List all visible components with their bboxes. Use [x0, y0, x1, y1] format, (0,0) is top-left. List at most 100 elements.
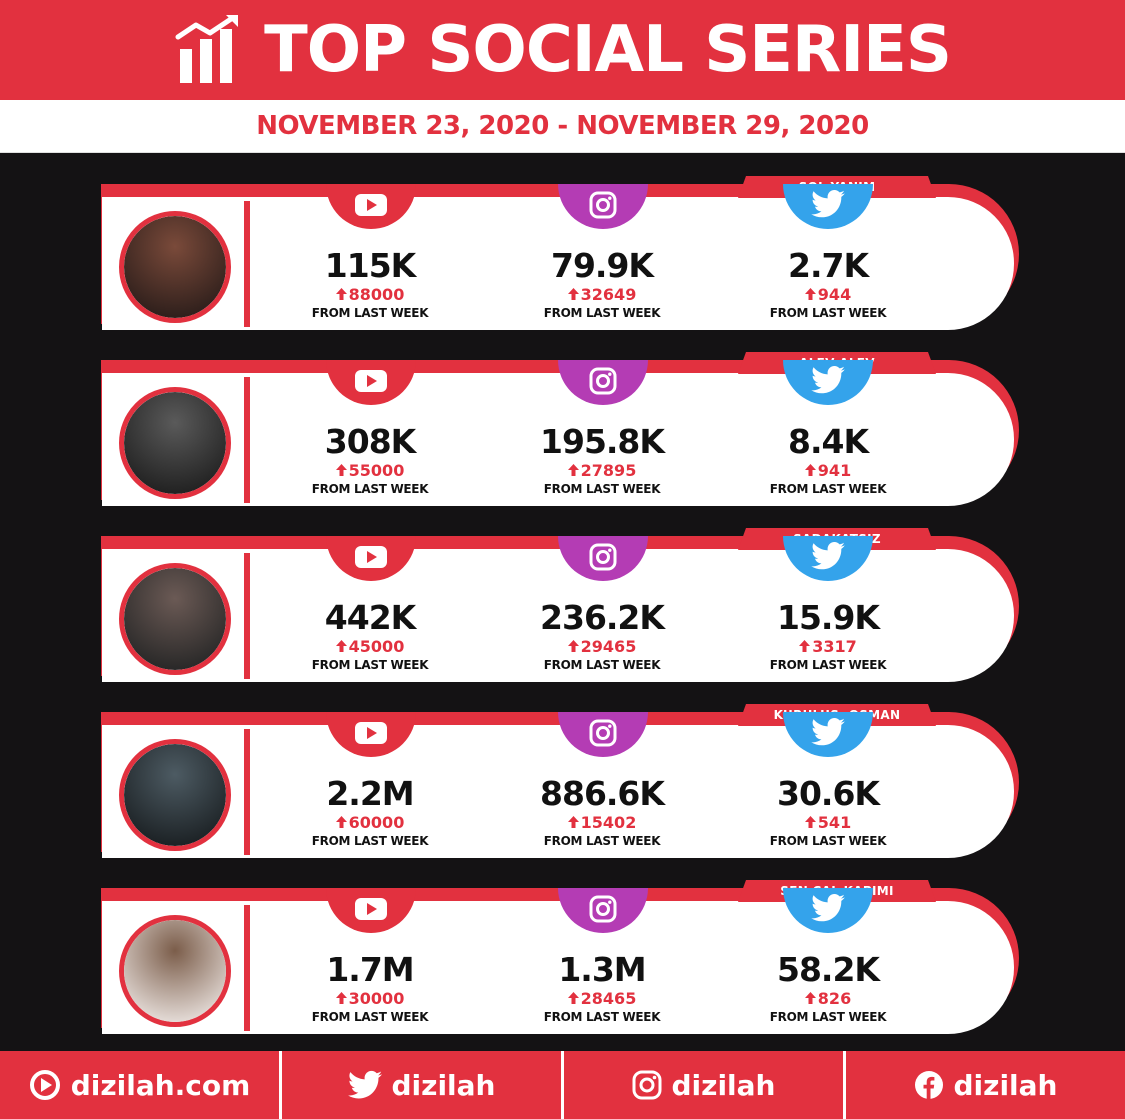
arrow-up-icon: [567, 989, 579, 1009]
instagram-change-value: 29465: [580, 637, 637, 656]
instagram-icon: [588, 888, 618, 928]
footer-facebook-label: dizilah: [953, 1068, 1058, 1102]
youtube-change: 55000: [250, 461, 490, 481]
youtube-change: 30000: [250, 989, 490, 1009]
twitter-stat: 15.9K 3317 FROM LAST WEEK: [708, 599, 948, 673]
footer-website-link[interactable]: dizilah.com: [0, 1051, 282, 1119]
instagram-total: 195.8K: [540, 422, 665, 461]
youtube-stat: 308K 55000 FROM LAST WEEK: [250, 423, 490, 497]
twitter-change: 3317: [708, 637, 948, 657]
row-divider: [244, 729, 250, 855]
series-poster-avatar: [119, 387, 231, 499]
instagram-change-note: FROM LAST WEEK: [543, 1010, 661, 1024]
arrow-up-icon: [804, 989, 816, 1009]
instagram-icon: [588, 184, 618, 224]
youtube-change-value: 30000: [348, 989, 405, 1008]
instagram-change: 32649: [482, 285, 722, 305]
row-card: [102, 901, 1014, 1034]
youtube-stat: 442K 45000 FROM LAST WEEK: [250, 599, 490, 673]
row-card: [102, 197, 1014, 330]
bar-chart-growth-icon: [175, 15, 239, 83]
row-divider: [244, 905, 250, 1031]
instagram-total: 79.9K: [551, 246, 654, 285]
youtube-total: 1.7M: [326, 950, 414, 989]
instagram-icon: [632, 1070, 662, 1100]
twitter-change: 944: [708, 285, 948, 305]
instagram-total: 1.3M: [558, 950, 646, 989]
footer-twitter-label: dizilah: [391, 1068, 496, 1102]
footer-twitter-link[interactable]: dizilah: [282, 1051, 564, 1119]
twitter-change-note: FROM LAST WEEK: [769, 306, 887, 320]
youtube-stat: 2.2M 60000 FROM LAST WEEK: [250, 775, 490, 849]
dizilah-logo-icon: [29, 1070, 60, 1100]
footer-instagram-label: dizilah: [671, 1068, 776, 1102]
twitter-stat: 58.2K 826 FROM LAST WEEK: [708, 951, 948, 1025]
twitter-change-value: 941: [817, 461, 852, 480]
twitter-total: 15.9K: [777, 598, 880, 637]
series-row: ALEV ALEV308K55000FROM LAST WEEK195.8K27…: [0, 338, 1125, 514]
twitter-icon: [811, 360, 845, 398]
twitter-total: 58.2K: [777, 950, 880, 989]
twitter-change: 541: [708, 813, 948, 833]
row-divider: [244, 201, 250, 327]
youtube-change-value: 88000: [348, 285, 405, 304]
twitter-change-value: 944: [817, 285, 852, 304]
arrow-up-icon: [804, 813, 816, 833]
arrow-up-icon: [567, 461, 579, 481]
youtube-stat: 1.7M 30000 FROM LAST WEEK: [250, 951, 490, 1025]
instagram-change-note: FROM LAST WEEK: [543, 306, 661, 320]
youtube-total: 442K: [324, 598, 416, 637]
youtube-total: 308K: [324, 422, 416, 461]
footer-facebook-link[interactable]: dizilah: [846, 1051, 1125, 1119]
row-divider: [244, 377, 250, 503]
instagram-change: 27895: [482, 461, 722, 481]
youtube-change-value: 45000: [348, 637, 405, 656]
twitter-change-note: FROM LAST WEEK: [769, 1010, 887, 1024]
page-title: TOP SOCIAL SERIES: [264, 13, 952, 87]
youtube-icon: [349, 888, 393, 930]
arrow-up-icon: [804, 285, 816, 305]
series-poster-image: [124, 920, 226, 1022]
arrow-up-icon: [799, 637, 811, 657]
instagram-change-note: FROM LAST WEEK: [543, 482, 661, 496]
instagram-stat: 79.9K 32649 FROM LAST WEEK: [482, 247, 722, 321]
youtube-icon: [349, 536, 393, 578]
instagram-change: 28465: [482, 989, 722, 1009]
instagram-stat: 886.6K 15402 FROM LAST WEEK: [482, 775, 722, 849]
footer: dizilah.com dizilah dizilah dizilah: [0, 1051, 1125, 1119]
instagram-total: 236.2K: [540, 598, 665, 637]
instagram-stat: 236.2K 29465 FROM LAST WEEK: [482, 599, 722, 673]
twitter-stat: 8.4K 941 FROM LAST WEEK: [708, 423, 948, 497]
instagram-stat: 195.8K 27895 FROM LAST WEEK: [482, 423, 722, 497]
youtube-change: 45000: [250, 637, 490, 657]
youtube-total: 115K: [324, 246, 416, 285]
twitter-change-note: FROM LAST WEEK: [769, 482, 887, 496]
arrow-up-icon: [804, 461, 816, 481]
instagram-icon: [588, 536, 618, 576]
arrow-up-icon: [567, 813, 579, 833]
instagram-change-note: FROM LAST WEEK: [543, 658, 661, 672]
arrow-up-icon: [335, 813, 347, 833]
series-list: SOL YANIM115K88000FROM LAST WEEK79.9K326…: [0, 152, 1125, 1047]
date-range: NOVEMBER 23, 2020 - NOVEMBER 29, 2020: [0, 100, 1125, 153]
instagram-stat: 1.3M 28465 FROM LAST WEEK: [482, 951, 722, 1025]
twitter-icon: [811, 712, 845, 750]
youtube-change-note: FROM LAST WEEK: [311, 1010, 429, 1024]
twitter-stat: 2.7K 944 FROM LAST WEEK: [708, 247, 948, 321]
instagram-change-value: 32649: [580, 285, 637, 304]
twitter-icon: [811, 888, 845, 926]
youtube-change: 88000: [250, 285, 490, 305]
twitter-stat: 30.6K 541 FROM LAST WEEK: [708, 775, 948, 849]
series-row: SOL YANIM115K88000FROM LAST WEEK79.9K326…: [0, 162, 1125, 338]
footer-instagram-link[interactable]: dizilah: [564, 1051, 846, 1119]
footer-website-label: dizilah.com: [70, 1068, 251, 1102]
twitter-change-note: FROM LAST WEEK: [769, 834, 887, 848]
twitter-change-note: FROM LAST WEEK: [769, 658, 887, 672]
youtube-change-value: 60000: [348, 813, 405, 832]
header: TOP SOCIAL SERIES: [0, 0, 1125, 100]
series-poster-image: [124, 744, 226, 846]
row-card: [102, 373, 1014, 506]
youtube-icon: [349, 360, 393, 402]
twitter-icon: [811, 536, 845, 574]
